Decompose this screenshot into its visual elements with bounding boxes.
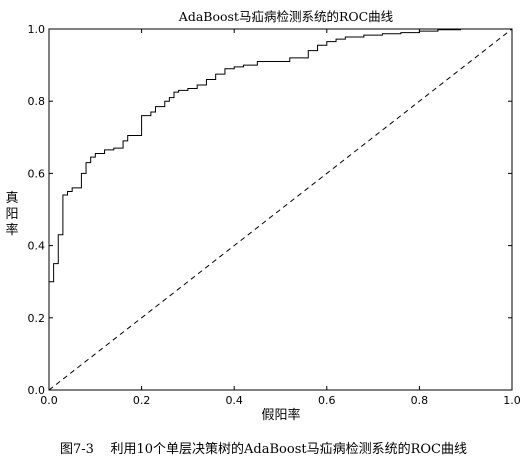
caption-number: 图7-3 [60,442,94,457]
roc-curve-line [48,29,462,390]
chart-title: AdaBoost马疝病检测系统的ROC曲线 [178,9,394,24]
y-tick-label: 0.8 [28,95,46,108]
axis-ticks: 0.0 0.2 0.4 0.6 0.8 1.0 0.0 0.2 0.4 0.6 0.8 1.0 [28,23,521,407]
y-tick-label: 0.4 [28,240,46,253]
caption-text: 利用10个单层决策树的AdaBoost马疝病检测系统的ROC曲线 [110,442,467,457]
y-tick-label: 0.2 [28,312,46,325]
y-axis-label-char: 率 [5,222,18,238]
x-tick-label: 0.2 [133,394,151,407]
y-axis-label-char: 真 [5,191,18,206]
y-tick-label: 1.0 [28,23,46,36]
x-tick-label: 0.6 [318,394,336,407]
y-axis-label-char: 阳 [5,207,18,222]
figure-caption: 图7-3 利用10个单层决策树的AdaBoost马疝病检测系统的ROC曲线 [0,438,527,457]
y-tick-label: 0.6 [28,167,46,180]
diagonal-reference-line [48,28,513,391]
plot-area [48,28,513,391]
plot-frame [48,28,513,391]
x-tick-label: 0.4 [225,394,243,407]
y-tick-label: 0.0 [28,384,46,397]
x-tick-label: 1.0 [503,394,521,407]
x-tick-label: 0.0 [40,394,58,407]
x-tick-label: 0.8 [411,394,429,407]
x-axis-label: 假阳率 [261,407,300,423]
y-axis-label: 真 阳 率 [5,191,18,238]
